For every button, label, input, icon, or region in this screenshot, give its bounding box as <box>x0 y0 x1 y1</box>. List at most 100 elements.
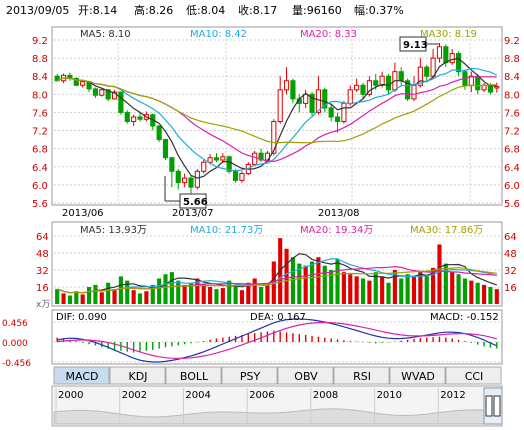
volume-bar <box>74 291 79 304</box>
volume-bar <box>335 259 340 304</box>
tab-rsi[interactable]: RSI <box>333 366 390 385</box>
candle-body <box>137 116 143 120</box>
xtick-2013-07: 2013/07 <box>172 208 214 219</box>
volume-bar <box>169 272 174 304</box>
price-ma10-label: MA10: 8.42 <box>190 29 247 40</box>
tab-cci[interactable]: CCI <box>445 366 502 385</box>
volume-bar <box>437 244 442 304</box>
volume-bar <box>309 261 315 304</box>
volume-bar <box>373 272 378 304</box>
macd-dea-label: DEA: 0.167 <box>250 312 306 323</box>
candle-body <box>105 89 111 100</box>
volume-ytick-left: 64 <box>36 232 49 243</box>
price-panel-frame <box>51 26 503 206</box>
tab-psy[interactable]: PSY <box>221 366 278 385</box>
candle-body <box>54 75 60 82</box>
volume-bar <box>220 288 225 304</box>
candle-body <box>207 157 213 163</box>
price-ytick-right: 8.4 <box>504 72 520 83</box>
volume-bar <box>290 257 295 304</box>
candle-body <box>475 75 481 91</box>
timeline-year-label: 2000 <box>58 390 83 401</box>
price-ytick-left: 8.0 <box>32 90 48 101</box>
timeline-area <box>53 408 501 425</box>
volume-bar <box>469 280 474 304</box>
timeline-year-label: 2004 <box>185 390 210 401</box>
price-ytick-left: 5.6 <box>32 199 48 210</box>
tab-macd[interactable]: MACD <box>53 366 110 385</box>
tab-wvad[interactable]: WVAD <box>389 366 446 385</box>
price-ytick-right: 8.0 <box>504 90 520 101</box>
macd-value-label: MACD: -0.152 <box>430 312 499 323</box>
tab-kdj[interactable]: KDJ <box>109 366 166 385</box>
price-ytick-left: 8.4 <box>32 72 48 83</box>
volume-bar <box>252 278 257 304</box>
timeline-year-label: 2006 <box>249 390 274 401</box>
tab-obv[interactable]: OBV <box>277 366 334 385</box>
macd-ytick-left: 0.000 <box>2 339 28 349</box>
price-xaxis: 2013/06 2013/07 2013/08 <box>62 208 360 219</box>
timeline-year-label: 2012 <box>440 390 465 401</box>
vol-ma5-line <box>57 253 497 294</box>
price-ytick-right: 8.8 <box>504 54 520 65</box>
price-ytick-right: 9.2 <box>504 36 520 47</box>
tab-background <box>333 366 390 385</box>
vol-ma10-label: MA10: 21.73万 <box>190 225 263 236</box>
candle-body <box>252 152 258 166</box>
volume-bar <box>163 274 168 304</box>
candle-body <box>169 157 175 172</box>
xtick-2013-06: 2013/06 <box>62 208 104 219</box>
candle-body <box>73 77 79 86</box>
volume-bar <box>348 274 353 304</box>
volume-bar <box>380 276 385 304</box>
volume-bar <box>405 274 410 304</box>
volume-yaxis-right: 64 48 32 16 <box>504 232 517 294</box>
xtick-2013-08: 2013/08 <box>318 208 360 219</box>
volume-bar <box>227 280 232 304</box>
timeline-left-handle[interactable] <box>485 395 493 417</box>
vol-ma30-line <box>57 267 497 294</box>
quote-low: 低:8.04 <box>186 4 225 17</box>
volume-bar <box>214 289 219 304</box>
volume-bar <box>150 284 155 304</box>
volume-bar <box>354 276 359 304</box>
volume-bar <box>462 278 468 304</box>
candle-body <box>334 116 341 122</box>
candle-body <box>188 177 194 188</box>
tab-background <box>165 366 222 385</box>
volume-bar <box>239 290 245 304</box>
candle-body <box>494 86 500 89</box>
volume-bar <box>284 248 289 304</box>
candle-body <box>449 53 455 64</box>
volume-ytick-left: 48 <box>36 249 49 260</box>
volume-ma-lines <box>57 253 497 294</box>
volume-bar <box>411 276 417 304</box>
volume-bar <box>278 238 283 304</box>
tab-boll[interactable]: BOLL <box>165 366 222 385</box>
tab-label: MACD <box>66 370 99 383</box>
volume-bar <box>475 282 480 304</box>
volume-bar <box>259 287 264 304</box>
volume-bar <box>55 289 60 304</box>
high-callout-text: 9.13 <box>403 40 428 51</box>
volume-unit: x万 <box>36 300 50 310</box>
timeline-right-handle[interactable] <box>493 395 501 417</box>
vol-ma5-label: MA5: 13.93万 <box>80 225 147 236</box>
candle-body <box>201 161 207 172</box>
quote-open: 开:8.14 <box>78 4 117 17</box>
volume-bar <box>61 293 66 304</box>
macd-dif-label: DIF: 0.090 <box>56 312 107 323</box>
price-ma20-label: MA20: 8.33 <box>300 29 357 40</box>
volume-bar <box>443 263 448 304</box>
candle-body <box>233 170 239 181</box>
price-ytick-left: 9.2 <box>32 36 48 47</box>
volume-bar <box>67 295 72 304</box>
volume-bar <box>322 265 327 304</box>
price-ytick-right: 7.2 <box>504 127 520 138</box>
volume-bars <box>55 238 499 304</box>
candle-body <box>347 89 353 104</box>
price-ytick-left: 6.0 <box>32 181 48 192</box>
candle-body <box>456 53 462 73</box>
candle-body <box>239 173 245 181</box>
